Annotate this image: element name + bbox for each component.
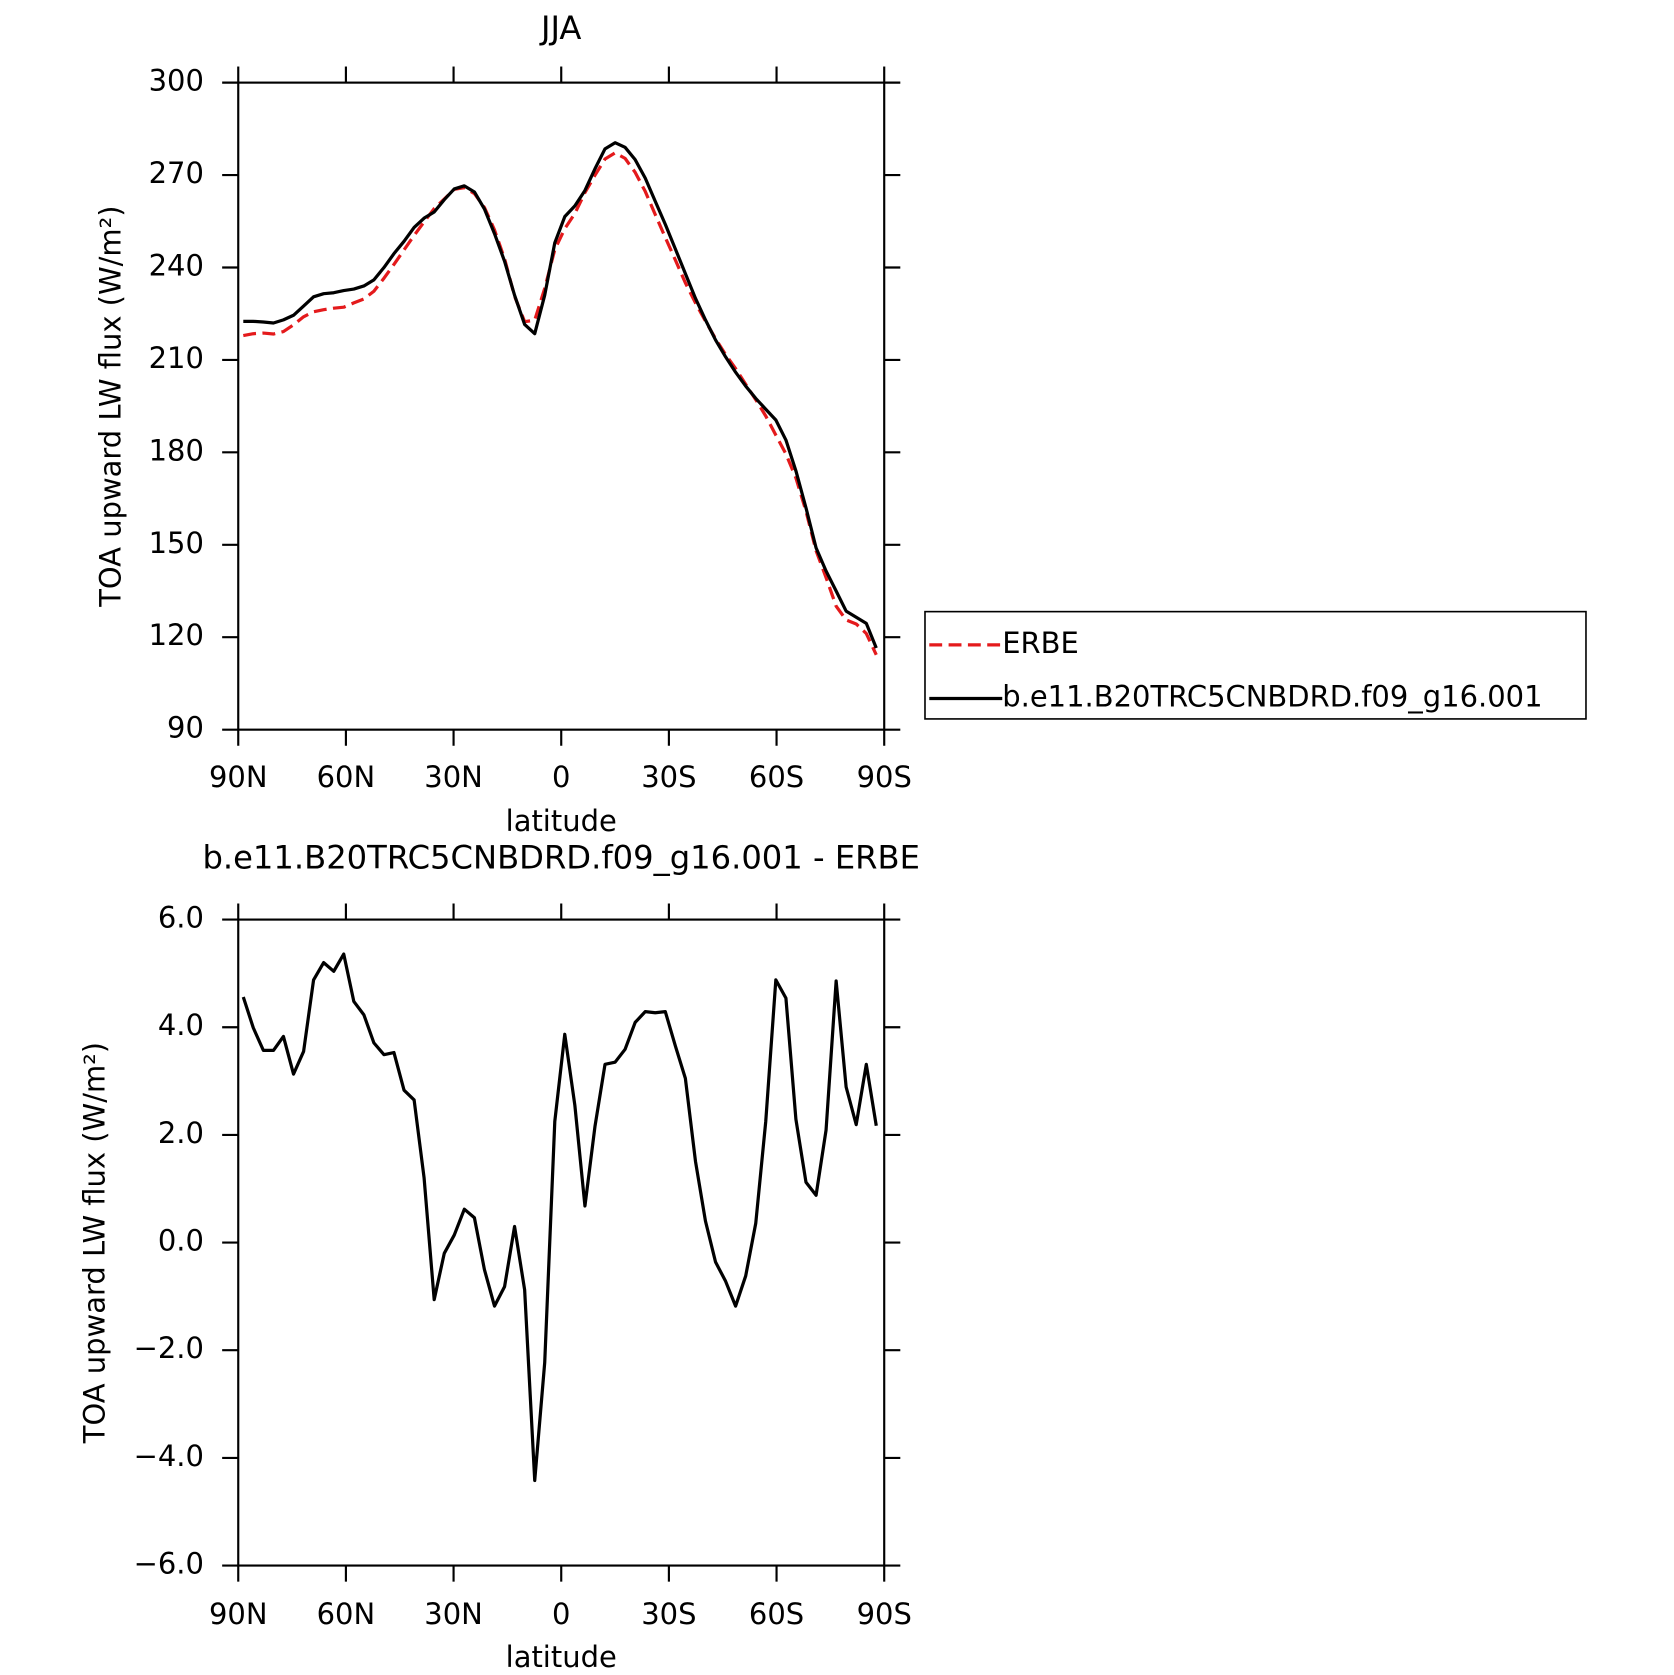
- x-tick-label: 90S: [857, 760, 912, 794]
- x-tick-label: 60N: [317, 1597, 376, 1631]
- y-axis-label: TOA upward LW flux (W/m²): [94, 205, 128, 607]
- x-tick-label: 0: [552, 1597, 570, 1631]
- data-line: [243, 141, 878, 649]
- x-tick-label: 30S: [641, 760, 696, 794]
- x-tick-label: 60N: [317, 760, 376, 794]
- y-tick-label: 270: [149, 156, 204, 190]
- x-tick-label: 90N: [209, 1597, 268, 1631]
- x-tick-label: 30N: [424, 760, 483, 794]
- legend-label: b.e11.B20TRC5CNBDRD.f09_g16.001: [1002, 680, 1542, 714]
- data-line: [241, 952, 878, 1483]
- y-tick-label: 2.0: [158, 1116, 204, 1150]
- y-tick-label: −2.0: [134, 1331, 204, 1365]
- y-axis-label: TOA upward LW flux (W/m²): [78, 1042, 112, 1444]
- x-tick-label: 60S: [749, 760, 804, 794]
- y-tick-label: 240: [149, 248, 204, 282]
- y-tick-label: 300: [149, 64, 204, 98]
- y-tick-label: 6.0: [158, 901, 204, 935]
- y-tick-label: 4.0: [158, 1008, 204, 1042]
- chart-title: b.e11.B20TRC5CNBDRD.f09_g16.001 - ERBE: [202, 838, 920, 876]
- chart-title: JJA: [539, 9, 581, 47]
- x-tick-label: 0: [552, 760, 570, 794]
- x-tick-label: 60S: [749, 1597, 804, 1631]
- legend-label: ERBE: [1002, 626, 1079, 660]
- y-tick-label: 150: [149, 526, 204, 560]
- y-tick-label: 120: [149, 618, 204, 652]
- y-tick-label: 180: [149, 433, 204, 467]
- plot-frame: [237, 81, 886, 731]
- x-tick-label: 90N: [209, 760, 268, 794]
- y-tick-label: 90: [167, 711, 204, 745]
- x-tick-label: 30S: [641, 1597, 696, 1631]
- y-tick-label: −6.0: [134, 1547, 204, 1581]
- y-tick-label: 0.0: [158, 1224, 204, 1258]
- x-tick-label: 90S: [857, 1597, 912, 1631]
- x-tick-label: 30N: [424, 1597, 483, 1631]
- x-axis-label: latitude: [506, 1640, 617, 1674]
- data-line: [243, 151, 878, 656]
- plot-frame: [237, 918, 886, 1567]
- y-tick-label: −4.0: [134, 1439, 204, 1473]
- legend-box: [924, 610, 1587, 720]
- y-tick-label: 210: [149, 341, 204, 375]
- x-axis-label: latitude: [506, 804, 617, 838]
